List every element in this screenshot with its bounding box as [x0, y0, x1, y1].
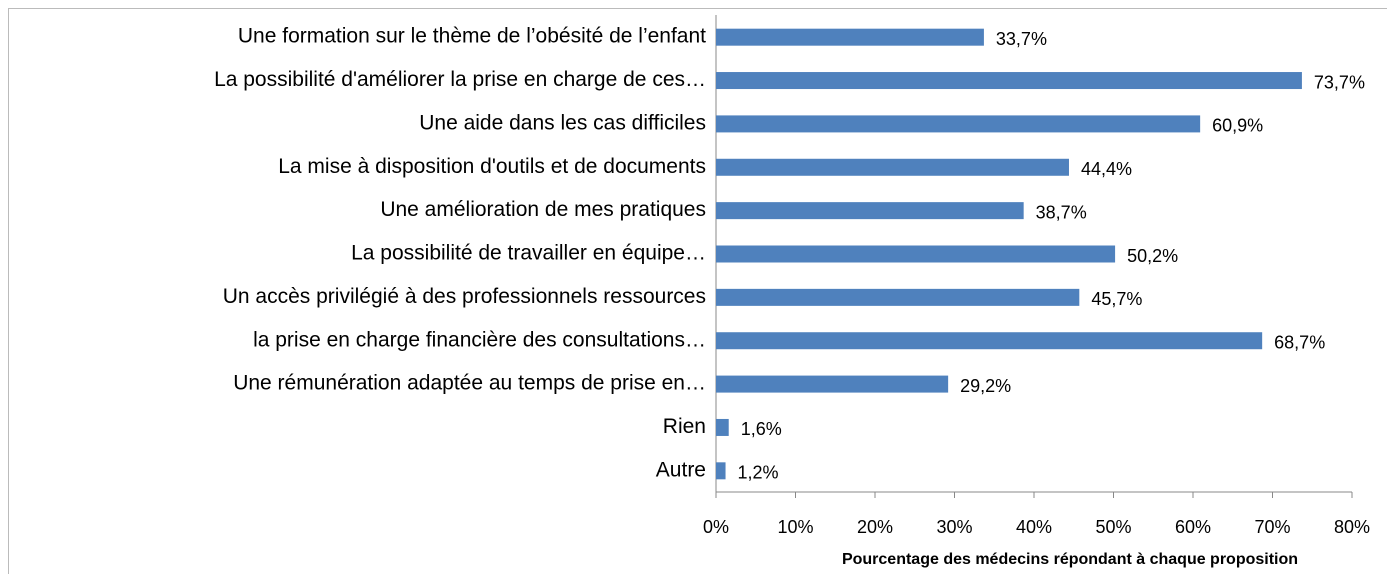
x-tick-label: 40% [1016, 517, 1052, 537]
bar [716, 288, 1080, 306]
x-axis-title: Pourcentage des médecins répondant à cha… [842, 551, 1298, 568]
x-tick-label: 20% [857, 517, 893, 537]
x-tick-label: 10% [777, 517, 813, 537]
bar [716, 158, 1069, 176]
value-label: 1,2% [738, 463, 779, 483]
category-label: Une rémunération adaptée au temps de pri… [233, 372, 706, 395]
category-label: Une formation sur le thème de l’obésité … [238, 25, 706, 48]
bar [716, 115, 1201, 133]
bar [716, 202, 1024, 220]
category-label: La mise à disposition d'outils et de doc… [278, 155, 706, 178]
bar [716, 245, 1116, 263]
x-tick-label: 30% [936, 517, 972, 537]
value-label: 29,2% [960, 376, 1011, 396]
category-label: La possibilité d'améliorer la prise en c… [214, 68, 706, 91]
bar [716, 332, 1263, 350]
bar [716, 28, 984, 46]
value-label: 60,9% [1212, 116, 1263, 136]
chart-frame [8, 8, 1387, 574]
x-tick-label: 50% [1095, 517, 1131, 537]
category-label: Autre [656, 458, 706, 481]
bar [716, 375, 949, 393]
value-label: 38,7% [1036, 202, 1087, 222]
category-label: la prise en charge financière des consul… [253, 328, 706, 351]
x-tick-label: 60% [1175, 517, 1211, 537]
category-label: Une aide dans les cas difficiles [419, 111, 706, 134]
category-label: Rien [663, 415, 706, 438]
category-label: Une amélioration de mes pratiques [380, 198, 706, 221]
x-tick-label: 80% [1334, 517, 1370, 537]
value-label: 50,2% [1127, 246, 1178, 266]
bar [716, 462, 726, 480]
value-label: 68,7% [1274, 332, 1325, 352]
value-label: 73,7% [1314, 72, 1365, 92]
bar [716, 72, 1302, 90]
bar [716, 418, 729, 436]
value-label: 45,7% [1091, 289, 1142, 309]
category-label: La possibilité de travailler en équipe… [351, 242, 706, 265]
category-label: Un accès privilégié à des professionnels… [223, 285, 706, 308]
value-label: 44,4% [1081, 159, 1132, 179]
x-tick-label: 0% [703, 517, 729, 537]
value-label: 1,6% [741, 419, 782, 439]
value-label: 33,7% [996, 29, 1047, 49]
x-tick-label: 70% [1254, 517, 1290, 537]
